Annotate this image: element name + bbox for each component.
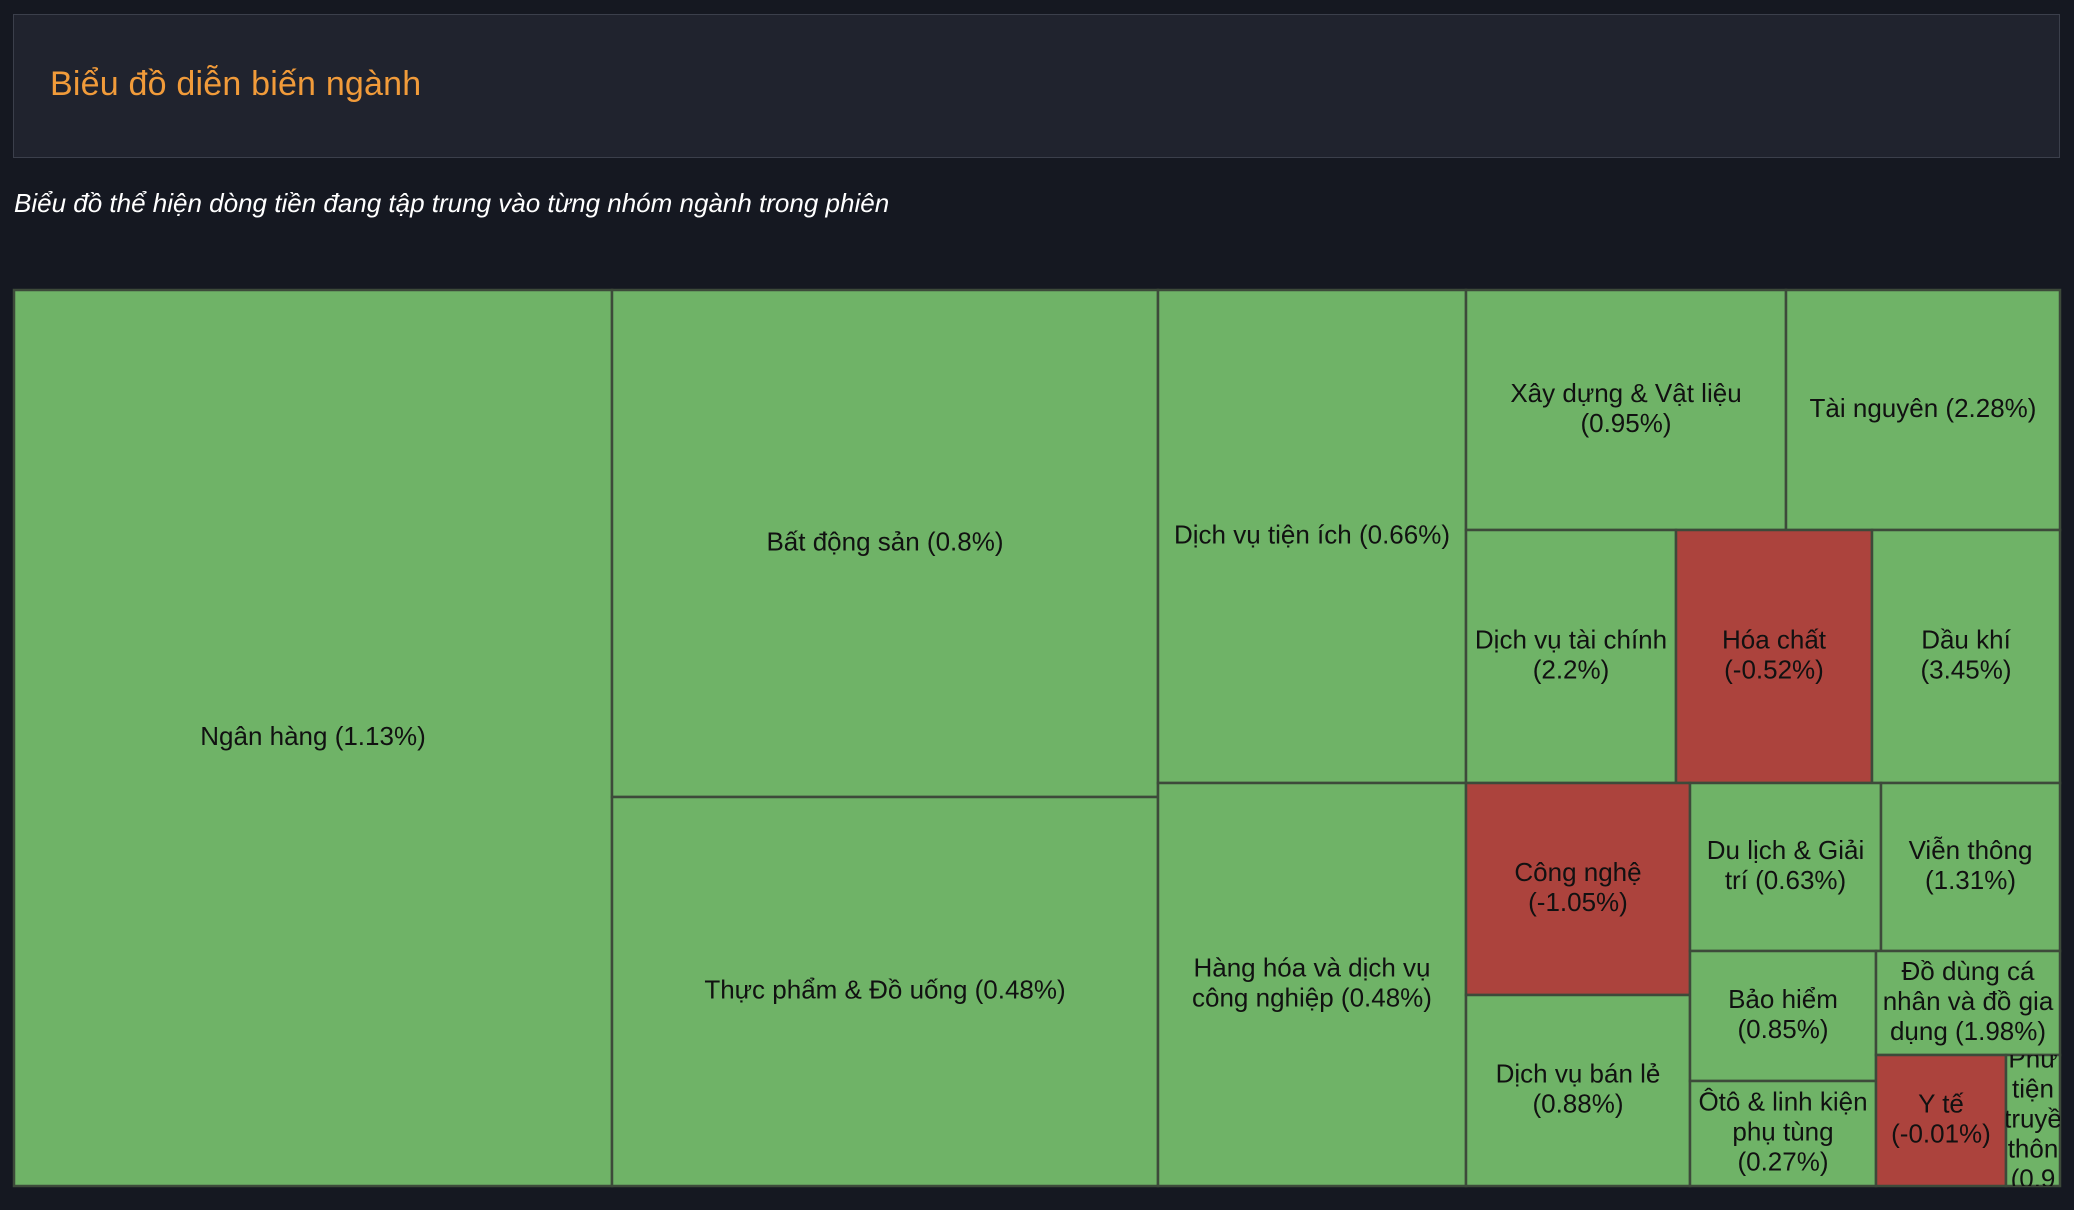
treemap-cell-label: Hóa chất (-0.52%) bbox=[1722, 624, 1827, 684]
treemap-cell-label: Hàng hóa và dịch vụ công nghiệp (0.48%) bbox=[1192, 952, 1432, 1012]
treemap-cell-rect[interactable] bbox=[1879, 781, 2062, 953]
treemap-cell-label: Đồ dùng cá nhân và đồ gia dụng (1.98%) bbox=[1883, 956, 2054, 1046]
treemap-label-line: Hóa chất bbox=[1722, 624, 1827, 654]
treemap-cell-h-a-ch-t[interactable]: Hóa chất (-0.52%) bbox=[1674, 528, 1874, 785]
treemap-label-line: dụng (1.98%) bbox=[1890, 1016, 2046, 1046]
treemap-label-line: (0.9 bbox=[2011, 1163, 2056, 1193]
treemap-cell-rect[interactable] bbox=[1874, 949, 2062, 1057]
treemap-label-line: công nghiệp (0.48%) bbox=[1192, 982, 1432, 1012]
treemap-cell-ng-n-h-ng[interactable]: Ngân hàng (1.13%) bbox=[12, 288, 614, 1188]
treemap-label-line: Viễn thông bbox=[1909, 835, 2033, 865]
treemap-cell-h-ng-h-a-v-d-ch-v-c-ng-nghi-p[interactable]: Hàng hóa và dịch vụ công nghiệp (0.48%) bbox=[1156, 781, 1468, 1188]
treemap-cell-label: Dịch vụ tài chính (2.2%) bbox=[1475, 624, 1667, 684]
treemap-cell-y-t[interactable]: Y tế (-0.01%) bbox=[1874, 1053, 2008, 1188]
treemap-cell-rect[interactable] bbox=[1464, 993, 1692, 1188]
treemap-label-line: (0.95%) bbox=[1580, 408, 1671, 438]
treemap-label-line: Thực phẩm & Đồ uống (0.48%) bbox=[704, 974, 1065, 1004]
treemap-cell-rect[interactable] bbox=[1870, 528, 2062, 785]
treemap-cell-label: Dầu khí (3.45%) bbox=[1920, 624, 2011, 684]
treemap-cell-rect[interactable] bbox=[1874, 1053, 2008, 1188]
treemap-cell-rect[interactable] bbox=[1674, 528, 1874, 785]
treemap-cell-label: Dịch vụ tiện ích (0.66%) bbox=[1174, 519, 1450, 549]
treemap-label-line: Dịch vụ tài chính bbox=[1475, 624, 1667, 654]
treemap-label-line: (-0.52%) bbox=[1724, 654, 1824, 684]
treemap-cell-rect[interactable] bbox=[1156, 288, 1468, 785]
treemap-label-line: Ngân hàng (1.13%) bbox=[200, 721, 425, 751]
page-title: Biểu đồ diễn biến ngành bbox=[50, 65, 422, 103]
treemap-cell-t-i-nguy-n[interactable]: Tài nguyên (2.28%) bbox=[1784, 288, 2062, 532]
treemap-cell-rect[interactable] bbox=[1464, 528, 1678, 785]
treemap-label-line: trí (0.63%) bbox=[1725, 865, 1846, 895]
treemap-cell-rect[interactable] bbox=[610, 288, 1160, 799]
treemap-label-line: Ôtô & linh kiện bbox=[1698, 1086, 1867, 1116]
treemap-cell-label: Y tế (-0.01%) bbox=[1891, 1088, 1991, 1148]
treemap-cell-th-c-ph-m-u-ng[interactable]: Thực phẩm & Đồ uống (0.48%) bbox=[610, 795, 1160, 1188]
treemap-cell-rect[interactable] bbox=[1784, 288, 2062, 532]
treemap-cell-label: Dịch vụ bán lẻ (0.88%) bbox=[1496, 1058, 1661, 1118]
treemap-label-line: (-1.05%) bbox=[1528, 887, 1628, 917]
treemap-cell-label: Bảo hiểm (0.85%) bbox=[1728, 984, 1838, 1044]
treemap-cell-label: Công nghệ (-1.05%) bbox=[1514, 857, 1641, 917]
treemap-cell-rect[interactable] bbox=[1688, 1079, 1878, 1188]
treemap-cell-rect[interactable] bbox=[2004, 1053, 2062, 1188]
treemap-cell-b-t-ng-s-n[interactable]: Bất động sản (0.8%) bbox=[610, 288, 1160, 799]
treemap-label-line: nhân và đồ gia bbox=[1883, 986, 2054, 1016]
treemap-label-line: tiện bbox=[2012, 1073, 2054, 1103]
treemap-cell-rect[interactable] bbox=[1156, 781, 1468, 1188]
treemap-label-line: Đồ dùng cá bbox=[1902, 956, 2036, 986]
treemap-cell-d-u-kh[interactable]: Dầu khí (3.45%) bbox=[1870, 528, 2062, 785]
treemap-cell-t-linh-ki-n-ph-t-ng[interactable]: Ôtô & linh kiện phụ tùng (0.27%) bbox=[1688, 1079, 1878, 1188]
treemap-cell-rect[interactable] bbox=[1464, 781, 1692, 997]
treemap-label-line: Phư bbox=[2008, 1043, 2057, 1073]
treemap-label-line: (1.31%) bbox=[1925, 865, 2016, 895]
treemap-label-line: Du lịch & Giải bbox=[1707, 835, 1865, 865]
treemap-cell-b-o-hi-m[interactable]: Bảo hiểm (0.85%) bbox=[1688, 949, 1878, 1083]
chart-subtitle: Biểu đồ thể hiện dòng tiền đang tập trun… bbox=[14, 188, 890, 218]
treemap-label-line: Tài nguyên (2.28%) bbox=[1810, 393, 2037, 423]
treemap-cell-ph-ng-ti-n-truy-n-th-ng[interactable]: Phư tiện truyề thôn (0.9 bbox=[2004, 1043, 2062, 1193]
treemap-cell-x-y-d-ng-v-t-li-u[interactable]: Xây dựng & Vật liệu (0.95%) bbox=[1464, 288, 1788, 532]
treemap-cell-label: Ngân hàng (1.13%) bbox=[200, 721, 425, 751]
treemap-cell-d-ng-c-nh-n-v-gia-d-ng[interactable]: Đồ dùng cá nhân và đồ gia dụng (1.98%) bbox=[1874, 949, 2062, 1057]
treemap-cell-rect[interactable] bbox=[1464, 288, 1788, 532]
treemap-cell-du-l-ch-gi-i-tr[interactable]: Du lịch & Giải trí (0.63%) bbox=[1688, 781, 1883, 953]
treemap-cell-d-ch-v-t-i-ch-nh[interactable]: Dịch vụ tài chính (2.2%) bbox=[1464, 528, 1678, 785]
treemap-cell-label: Thực phẩm & Đồ uống (0.48%) bbox=[704, 974, 1065, 1004]
treemap-cell-label: Ôtô & linh kiện phụ tùng (0.27%) bbox=[1698, 1086, 1867, 1176]
treemap-cell-label: Du lịch & Giải trí (0.63%) bbox=[1707, 835, 1865, 895]
treemap-label-line: phụ tùng bbox=[1732, 1116, 1833, 1146]
treemap-cell-label: Xây dựng & Vật liệu (0.95%) bbox=[1510, 378, 1741, 438]
treemap-label-line: truyề bbox=[2004, 1103, 2062, 1133]
treemap-label-line: thôn bbox=[2008, 1133, 2059, 1163]
treemap-label-line: Công nghệ bbox=[1514, 857, 1641, 887]
treemap-cell-label: Phư tiện truyề thôn (0.9 bbox=[2004, 1043, 2062, 1193]
treemap-label-line: (0.27%) bbox=[1737, 1146, 1828, 1176]
treemap-label-line: (2.2%) bbox=[1533, 654, 1610, 684]
treemap-cell-label: Tài nguyên (2.28%) bbox=[1810, 393, 2037, 423]
treemap-label-line: Bất động sản (0.8%) bbox=[766, 526, 1003, 556]
treemap-cell-rect[interactable] bbox=[1688, 781, 1883, 953]
treemap-cell-label: Viễn thông (1.31%) bbox=[1909, 835, 2033, 895]
treemap-label-line: Dầu khí bbox=[1921, 624, 2011, 654]
treemap-label-line: Dịch vụ tiện ích (0.66%) bbox=[1174, 519, 1450, 549]
treemap-cell-rect[interactable] bbox=[1688, 949, 1878, 1083]
treemap-label-line: (-0.01%) bbox=[1891, 1118, 1991, 1148]
treemap-label-line: (0.88%) bbox=[1532, 1088, 1623, 1118]
treemap-label-line: Xây dựng & Vật liệu bbox=[1510, 378, 1741, 408]
treemap-cell-rect[interactable] bbox=[610, 795, 1160, 1188]
treemap-label-line: (3.45%) bbox=[1920, 654, 2011, 684]
treemap-label-line: (0.85%) bbox=[1737, 1014, 1828, 1044]
treemap-label-line: Dịch vụ bán lẻ bbox=[1496, 1058, 1661, 1088]
treemap-cell-d-ch-v-ti-n-ch[interactable]: Dịch vụ tiện ích (0.66%) bbox=[1156, 288, 1468, 785]
treemap-cell-c-ng-ngh[interactable]: Công nghệ (-1.05%) bbox=[1464, 781, 1692, 997]
header-panel: Biểu đồ diễn biến ngành bbox=[13, 14, 2060, 158]
treemap-label-line: Y tế bbox=[1918, 1088, 1964, 1118]
treemap-cell-label: Bất động sản (0.8%) bbox=[766, 526, 1003, 556]
treemap-label-line: Hàng hóa và dịch vụ bbox=[1193, 952, 1430, 982]
treemap-cell-d-ch-v-b-n-l[interactable]: Dịch vụ bán lẻ (0.88%) bbox=[1464, 993, 1692, 1188]
treemap-label-line: Bảo hiểm bbox=[1728, 984, 1838, 1014]
treemap-cell-vi-n-th-ng[interactable]: Viễn thông (1.31%) bbox=[1879, 781, 2062, 953]
